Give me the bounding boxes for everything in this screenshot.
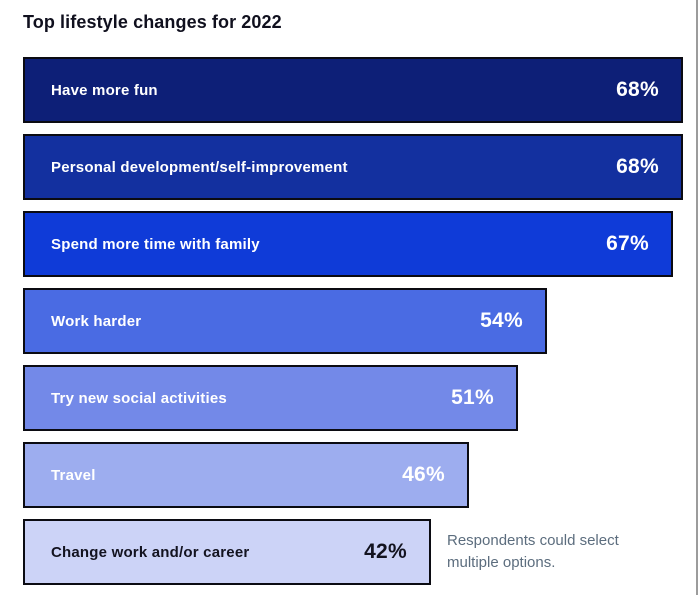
- bar-chart: Have more fun 68% Personal development/sel…: [23, 57, 683, 595]
- bar-value: 51%: [451, 386, 494, 409]
- bar-label: Personal development/self-improvement: [51, 158, 348, 176]
- bar-label: Spend more time with family: [51, 235, 260, 253]
- bar-label: Work harder: [51, 312, 142, 330]
- bar-row: Personal development/self-improvement 68%: [23, 134, 683, 200]
- bar-value: 46%: [402, 463, 445, 486]
- bar: Spend more time with family 67%: [23, 211, 673, 277]
- bar: Personal development/self-improvement 68%: [23, 134, 683, 200]
- bar: Try new social activities 51%: [23, 365, 518, 431]
- bar-value: 42%: [364, 540, 407, 563]
- bar-label: Try new social activities: [51, 389, 227, 407]
- bar-value: 54%: [480, 309, 523, 332]
- chart-title: Top lifestyle changes for 2022: [23, 12, 282, 32]
- bar-row: Work harder 54%: [23, 288, 683, 354]
- footnote: Respondents could select multiple option…: [447, 532, 619, 571]
- bar: Travel 46%: [23, 442, 469, 508]
- bar-row: Try new social activities 51%: [23, 365, 683, 431]
- bar: Change work and/or career 42%: [23, 519, 431, 585]
- bar-row: Change work and/or career 42% Respondents …: [23, 519, 683, 585]
- bar: Have more fun 68%: [23, 57, 683, 123]
- bar-label: Change work and/or career: [51, 543, 250, 561]
- bar-value: 67%: [606, 232, 649, 255]
- bar: Work harder 54%: [23, 288, 547, 354]
- bar-row: Have more fun 68%: [23, 57, 683, 123]
- bar-label: Have more fun: [51, 81, 158, 99]
- bar-value: 68%: [616, 78, 659, 101]
- bar-row: Spend more time with family 67%: [23, 211, 683, 277]
- bar-label: Travel: [51, 466, 96, 484]
- bar-value: 68%: [616, 155, 659, 178]
- bar-row: Travel 46%: [23, 442, 683, 508]
